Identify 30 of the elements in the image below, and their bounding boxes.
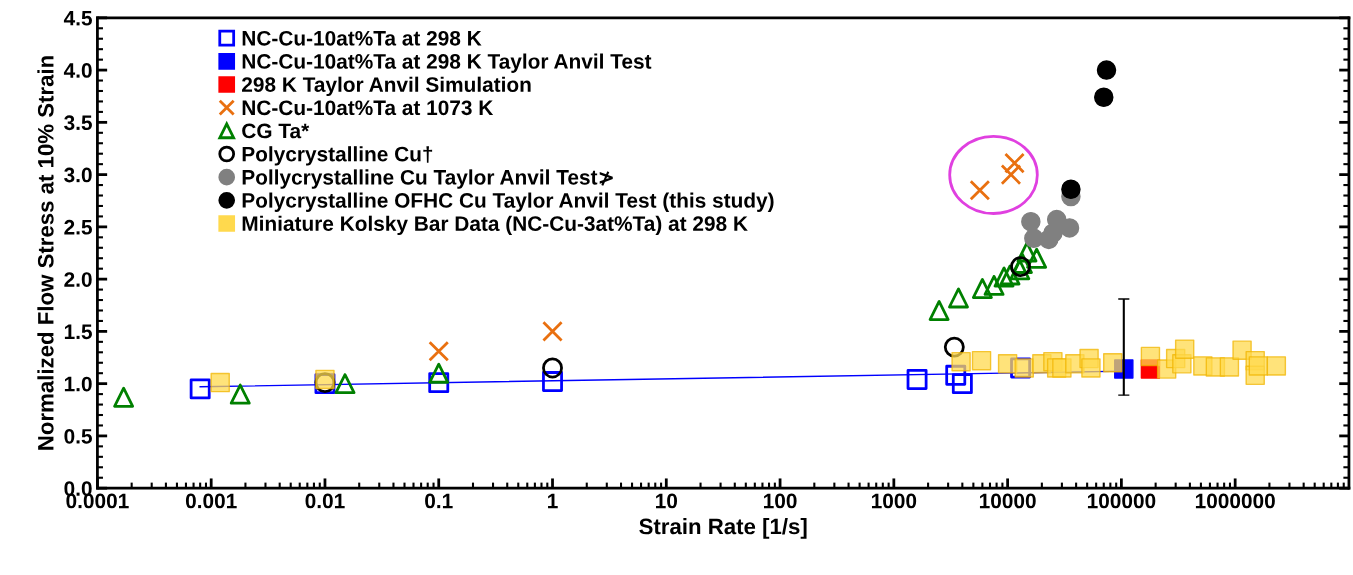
y-axis-title: Normalized Flow Stress at 10% Strain	[37, 56, 54, 450]
legend-label: 298 K Taylor Anvil Simulation	[242, 76, 531, 97]
x-tick-label: 10000	[979, 493, 1036, 509]
y-tick-label: 0.5	[64, 428, 92, 444]
y-tick-label: 3.0	[64, 167, 92, 183]
x-tick-label: 1000	[871, 493, 917, 509]
x-tick-label: 1000000	[1195, 493, 1275, 509]
x-tick-label: 0.001	[185, 493, 237, 509]
y-tick-label: 4.5	[63, 11, 92, 26]
legend-label: NC-Cu-10at%Ta at 298 K Taylor Anvil Test	[242, 53, 652, 73]
legend-label: Polycrystalline Cu†	[242, 146, 433, 166]
y-tick-label: 1.5	[64, 324, 92, 340]
y-tick-label: 2.5	[64, 219, 92, 235]
legend-label: Polycrystalline OFHC Cu Taylor Anvil Test (this study)	[242, 192, 774, 212]
x-tick-label: 0.01	[305, 493, 345, 509]
y-tick-label: 3.5	[64, 115, 92, 131]
y-tick-label: 1.0	[64, 376, 92, 392]
x-tick-label: 0.1	[425, 493, 453, 509]
y-tick-label: 4.0	[63, 63, 92, 78]
legend-label: CG Ta*	[242, 123, 310, 139]
y-tick-label: 2.0	[64, 272, 92, 287]
x-tick-label: 10	[656, 493, 678, 509]
legend-label: NC-Cu-10at%Ta at 1073 K	[242, 100, 494, 116]
x-axis-title: Strain Rate [1/s]	[639, 518, 807, 539]
legend-label: Pollycrystalline Cu Taylor Anvil Test≯	[242, 169, 613, 189]
x-tick-label: 1	[548, 493, 558, 509]
x-tick-label: 100	[764, 493, 797, 509]
legend-label: NC-Cu-10at%Ta at 298 K	[242, 30, 482, 46]
x-tick-label: 100000	[1087, 493, 1156, 509]
legend-label: Miniature Kolsky Bar Data (NC-Cu-3at%Ta) at 298 K	[242, 215, 748, 236]
